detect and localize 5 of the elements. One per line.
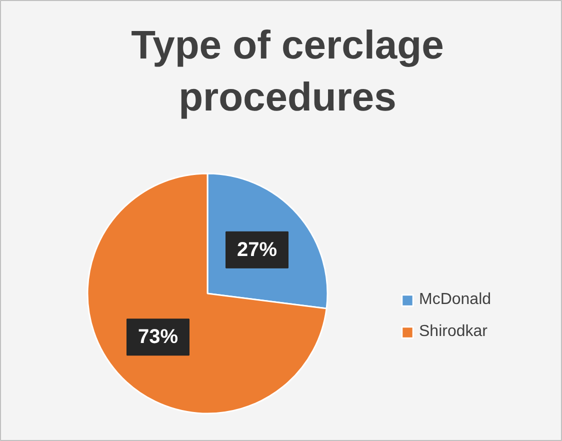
data-label: 73% — [138, 326, 178, 348]
legend-label: Shirodkar — [419, 323, 488, 341]
data-label: 27% — [236, 238, 278, 261]
legend-label: McDonald — [419, 291, 492, 309]
chart-title: Type of cerclage procedures — [131, 24, 444, 120]
